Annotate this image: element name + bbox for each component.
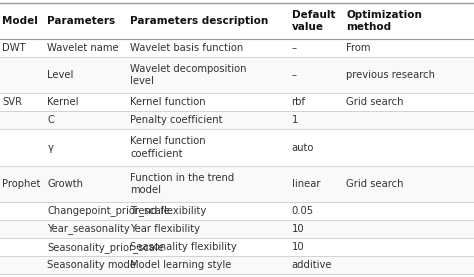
Text: DWT: DWT [2,43,26,53]
Text: 10: 10 [292,224,304,234]
Text: Seasonality mode: Seasonality mode [47,260,137,270]
Text: Trend flexibility: Trend flexibility [130,206,207,216]
Bar [0,166,474,202]
Text: Seasonality_prior_scale: Seasonality_prior_scale [47,242,164,253]
Text: From: From [346,43,371,53]
Text: auto: auto [292,143,314,153]
Text: Default
value: Default value [292,10,335,32]
Text: Penalty coefficient: Penalty coefficient [130,116,223,125]
Text: 10: 10 [292,242,304,252]
Text: Optimization
method: Optimization method [346,10,422,32]
Text: additive: additive [292,260,332,270]
Text: SVR: SVR [2,97,22,107]
Bar [0,202,474,220]
Text: –: – [292,70,297,80]
Text: Function in the trend
model: Function in the trend model [130,173,235,195]
Text: Wavelet name: Wavelet name [47,43,119,53]
Text: Kernel: Kernel [47,97,79,107]
Bar [0,238,474,256]
Text: linear: linear [292,179,320,189]
Bar [0,57,474,93]
Text: Level: Level [47,70,74,80]
Text: Kernel function
coefficient: Kernel function coefficient [130,136,206,159]
Bar [0,129,474,166]
Text: γ: γ [47,143,54,153]
Bar [0,93,474,111]
Bar [0,220,474,238]
Text: Wavelet basis function: Wavelet basis function [130,43,244,53]
Bar [0,111,474,129]
Text: Model: Model [2,16,38,26]
Text: Grid search: Grid search [346,97,403,107]
Text: Grid search: Grid search [346,179,403,189]
Text: 0.05: 0.05 [292,206,314,216]
Text: previous research: previous research [346,70,435,80]
Text: C: C [47,116,55,125]
Text: Kernel function: Kernel function [130,97,206,107]
Text: Year flexibility: Year flexibility [130,224,201,234]
Text: 1: 1 [292,116,298,125]
Text: Seasonality flexibility: Seasonality flexibility [130,242,237,252]
Text: Wavelet decomposition
level: Wavelet decomposition level [130,64,247,86]
Text: –: – [292,43,297,53]
Bar [0,256,474,274]
Text: rbf: rbf [292,97,306,107]
Text: Model learning style: Model learning style [130,260,232,270]
Text: Growth: Growth [47,179,83,189]
Text: Changepoint_prior_scale: Changepoint_prior_scale [47,206,170,216]
Bar [0,39,474,57]
Text: Parameters: Parameters [47,16,116,26]
Text: Year_seasonality: Year_seasonality [47,224,130,234]
Text: Parameters description: Parameters description [130,16,269,26]
Text: Prophet: Prophet [2,179,41,189]
